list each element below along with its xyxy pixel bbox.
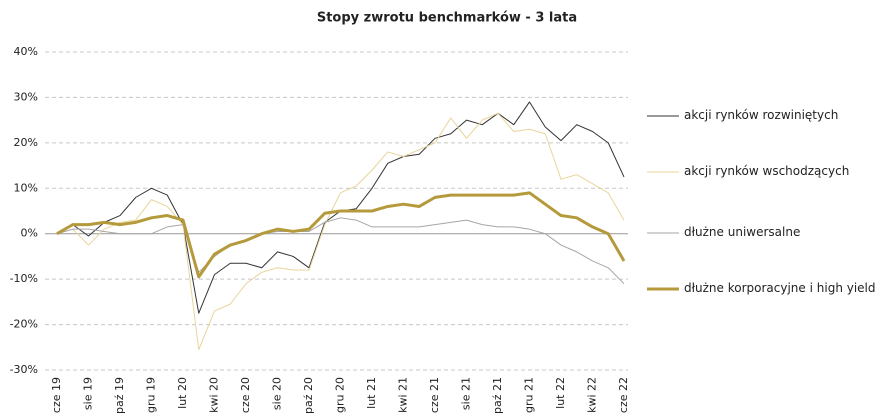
x-tick-label: sie 19	[82, 377, 95, 410]
x-tick-label: cze 20	[239, 377, 252, 413]
x-tick-label: kwi 20	[208, 377, 221, 413]
legend-label: dłużne uniwersalne	[684, 225, 801, 239]
x-tick-label: kwi 22	[586, 377, 599, 413]
x-tick-label: sie 20	[271, 377, 284, 410]
legend-label: akcji rynków rozwiniętych	[684, 108, 839, 122]
x-tick-label: lut 20	[176, 377, 189, 409]
legend-label: dłużne korporacyjne i high yield	[684, 281, 876, 295]
x-tick-label: cze 21	[428, 377, 441, 413]
y-tick-label: 40%	[14, 45, 38, 58]
x-tick-label: gru 20	[334, 377, 347, 413]
x-tick-label: cze 19	[50, 377, 63, 413]
chart-title: Stopy zwrotu benchmarków - 3 lata	[317, 11, 577, 26]
x-tick-label: lut 22	[554, 377, 567, 409]
x-tick-label: sie 21	[460, 377, 473, 410]
y-tick-label: 30%	[14, 90, 38, 103]
x-tick-label: paź 21	[491, 377, 504, 414]
series-line	[56, 217, 625, 285]
x-tick-label: paź 20	[302, 377, 315, 414]
series-line	[56, 101, 625, 314]
y-tick-label: 20%	[14, 136, 38, 149]
y-tick-label: 0%	[21, 227, 38, 240]
x-tick-label: gru 21	[523, 377, 536, 413]
y-tick-label: -30%	[10, 363, 38, 376]
x-tick-label: lut 21	[365, 377, 378, 409]
y-tick-label: -20%	[10, 318, 38, 331]
x-tick-label: cze 22	[617, 377, 630, 413]
series-line	[56, 191, 626, 279]
y-tick-label: 10%	[14, 181, 38, 194]
x-tick-label: paź 19	[113, 377, 126, 414]
y-tick-label: -10%	[10, 272, 38, 285]
series-line	[56, 112, 625, 351]
legend-label: akcji rynków wschodzących	[684, 164, 850, 178]
x-tick-label: kwi 21	[397, 377, 410, 413]
x-tick-label: gru 19	[145, 377, 158, 413]
